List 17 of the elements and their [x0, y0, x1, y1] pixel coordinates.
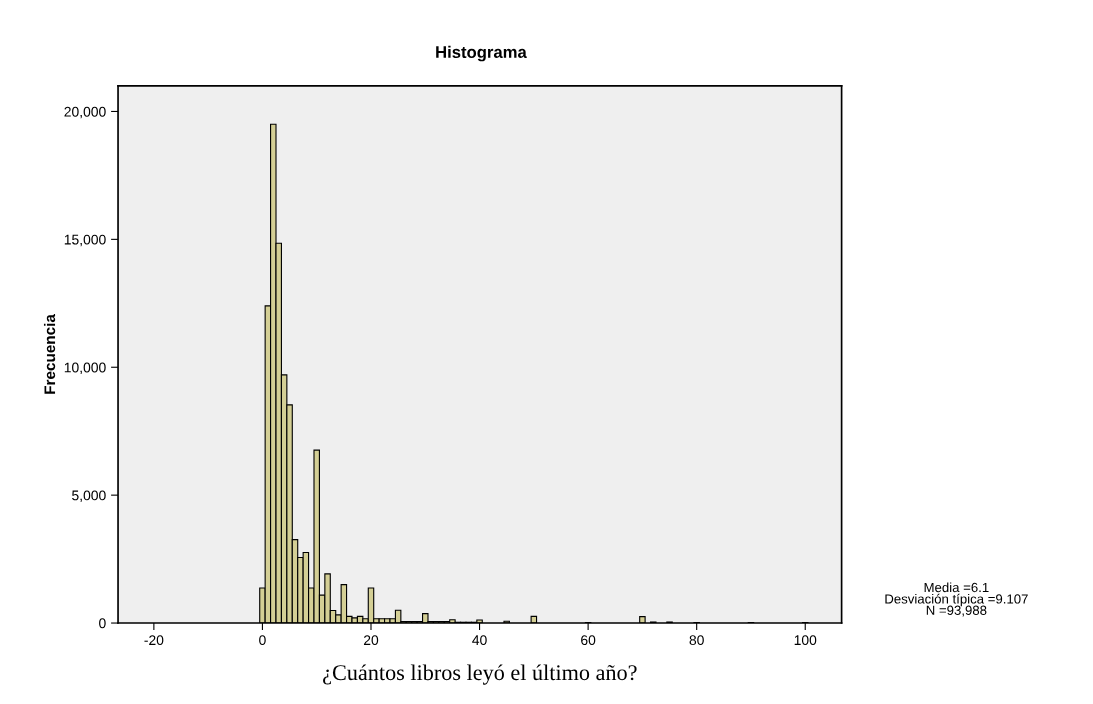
x-tick-label: 80 [689, 635, 704, 646]
y-tick-label: 15,000 [64, 234, 106, 247]
x-tick-label: 0 [259, 635, 266, 646]
x-axis-title: ¿Cuántos libros leyó el último año? [323, 664, 637, 685]
y-tick-label: 0 [99, 618, 106, 629]
y-tick-label: 10,000 [64, 362, 106, 375]
text: Media =6.1 [924, 582, 989, 593]
x-tick-label: 100 [794, 635, 817, 646]
y-tick-label: 20,000 [64, 106, 106, 119]
y-axis-title: Frecuencia [43, 314, 56, 394]
x-tick-label: 20 [363, 635, 379, 646]
x-tick-label: 60 [581, 635, 596, 646]
y-tick-label: 5,000 [72, 490, 106, 502]
x-tick-label: -20 [144, 635, 164, 646]
text: N =93,988 [926, 605, 987, 617]
x-tick-label: 40 [472, 635, 487, 646]
chart-title: Histograma [436, 45, 527, 62]
